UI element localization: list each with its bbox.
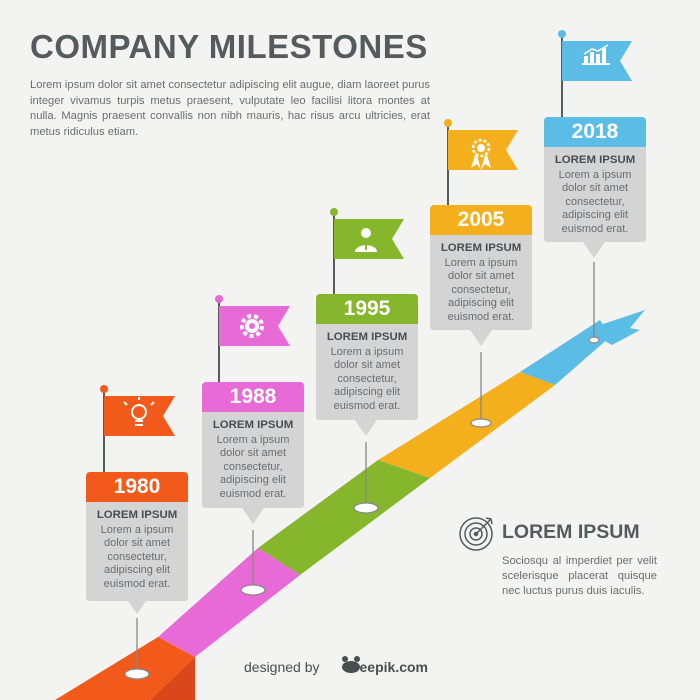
credit-brand: freepik.com — [349, 659, 428, 675]
milestone-heading: LOREM IPSUM — [554, 154, 636, 166]
person-icon — [355, 228, 377, 252]
flag-2005 — [444, 119, 518, 206]
pin-2018 — [588, 262, 600, 344]
target-icon — [459, 517, 493, 551]
milestone-text: Lorem a ipsum dolor sit amet consectetur… — [100, 524, 174, 590]
pin-1980 — [124, 618, 150, 680]
lightbulb-icon — [123, 397, 155, 426]
pin-1995 — [353, 442, 379, 514]
milestone-year: 2005 — [430, 205, 532, 235]
pointer-1980 — [126, 598, 148, 614]
milestone-heading: LOREM IPSUM — [440, 242, 522, 254]
milestone-heading: LOREM IPSUM — [96, 509, 178, 521]
pointer-2018 — [583, 242, 605, 258]
road-segment-yellow — [378, 372, 555, 478]
milestone-heading: LOREM IPSUM — [326, 331, 408, 343]
pointer-2005 — [470, 330, 492, 346]
milestone-year: 1988 — [202, 382, 304, 412]
pointer-1988 — [242, 508, 264, 524]
milestone-card-2005: 2005 LOREM IPSUM Lorem a ipsum dolor sit… — [430, 205, 532, 330]
pin-1988 — [240, 530, 266, 596]
pin-2005 — [470, 352, 492, 428]
milestone-card-1995: 1995 LOREM IPSUM Lorem a ipsum dolor sit… — [316, 294, 418, 420]
milestone-card-1980: 1980 LOREM IPSUM Lorem a ipsum dolor sit… — [86, 472, 188, 601]
milestone-text: Lorem a ipsum dolor sit amet consectetur… — [216, 434, 290, 500]
flag-1988 — [215, 295, 290, 382]
road-segment-red — [55, 637, 195, 700]
flag-2018 — [558, 30, 632, 118]
page-title: COMPANY MILESTONES — [30, 28, 428, 65]
milestone-year: 1995 — [316, 294, 418, 324]
intro-paragraph: Lorem ipsum dolor sit amet consectetur a… — [30, 79, 430, 138]
milestone-year: 2018 — [544, 117, 646, 147]
credit-line: designed by freepik.com — [244, 659, 428, 675]
flag-1995 — [330, 208, 404, 294]
milestone-text: Lorem a ipsum dolor sit amet consectetur… — [444, 257, 518, 323]
milestone-heading: LOREM IPSUM — [212, 419, 294, 431]
callout-text: Sociosqu al imperdiet per velit sceleris… — [502, 555, 657, 597]
award-ribbon-icon — [471, 138, 491, 170]
road-segment-pink — [158, 548, 300, 657]
milestone-text: Lorem a ipsum dolor sit amet consectetur… — [330, 346, 404, 412]
road-arrow-head — [585, 310, 645, 345]
credit-prefix: designed by — [244, 659, 320, 675]
milestone-year: 1980 — [86, 472, 188, 502]
bar-chart-icon — [582, 44, 610, 65]
milestone-text: Lorem a ipsum dolor sit amet consectetur… — [558, 169, 632, 235]
flag-1980 — [100, 385, 175, 472]
road-segment-green — [258, 460, 430, 575]
freepik-logo-icon — [342, 656, 360, 673]
pointer-1995 — [355, 420, 377, 436]
road-segment-red-dark — [150, 657, 195, 700]
gear-icon — [240, 314, 264, 338]
callout-title: LOREM IPSUM — [502, 521, 640, 543]
road-segment-blue — [520, 320, 610, 385]
milestone-card-2018: 2018 LOREM IPSUM Lorem a ipsum dolor sit… — [544, 117, 646, 242]
milestone-card-1988: 1988 LOREM IPSUM Lorem a ipsum dolor sit… — [202, 382, 304, 508]
